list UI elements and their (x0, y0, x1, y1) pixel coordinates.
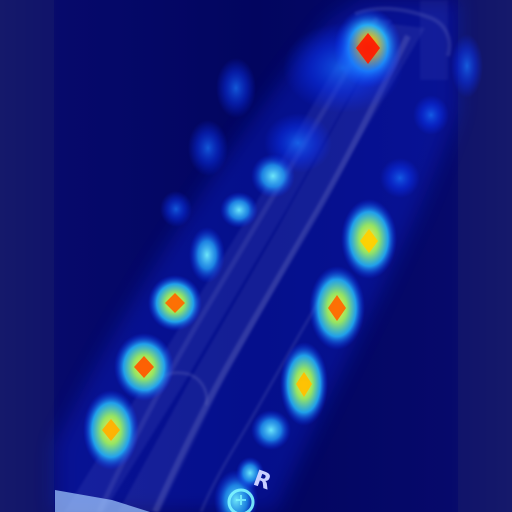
heat-cores (102, 33, 380, 441)
